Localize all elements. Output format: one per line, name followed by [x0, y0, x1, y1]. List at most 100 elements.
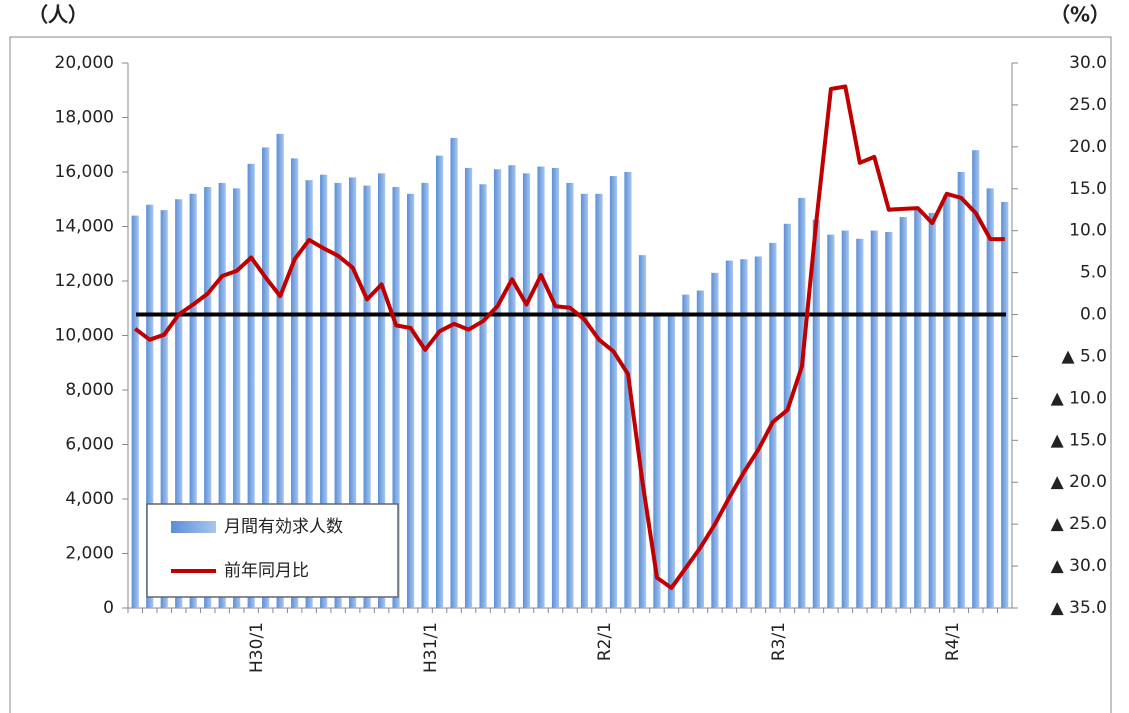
y-tick-label: 16,000 — [55, 162, 114, 182]
bar — [1001, 201, 1009, 608]
bar — [856, 238, 864, 608]
bar — [740, 259, 748, 608]
bar — [189, 193, 197, 609]
x-tick-label: R2/1 — [595, 622, 615, 661]
bar — [899, 216, 907, 608]
bar — [638, 255, 647, 609]
bar — [667, 313, 676, 608]
bar — [320, 174, 328, 608]
y-tick-label: 0 — [103, 598, 114, 618]
bar — [624, 172, 632, 608]
y2-tick-label: ▲ 20.0 — [1051, 472, 1107, 492]
bar — [972, 150, 980, 608]
y2-tick-label: 20.0 — [1069, 137, 1107, 157]
x-tick-label: H30/1 — [247, 622, 267, 673]
bar — [435, 155, 444, 608]
bar — [653, 315, 661, 608]
bar — [334, 182, 342, 608]
y2-tick-label: ▲ 35.0 — [1051, 598, 1107, 618]
bar — [392, 186, 400, 609]
bar — [986, 188, 994, 608]
bar — [493, 169, 502, 608]
x-tick-label: R3/1 — [769, 622, 789, 661]
legend-label: 前年同月比 — [224, 561, 309, 581]
bar — [783, 223, 791, 608]
y-tick-label: 10,000 — [55, 326, 114, 346]
bar — [682, 294, 690, 608]
bar — [609, 176, 618, 608]
y-tick-label: 18,000 — [55, 108, 114, 128]
y-tick-label: 14,000 — [55, 217, 114, 237]
bar — [233, 188, 241, 608]
bar — [218, 182, 226, 608]
y2-tick-label: ▲ 25.0 — [1051, 514, 1107, 534]
y2-tick-label: 0.0 — [1080, 305, 1107, 325]
bar — [885, 231, 893, 608]
bar — [537, 166, 545, 609]
y2-tick-label: 10.0 — [1069, 221, 1107, 241]
bar — [378, 173, 386, 609]
y2-tick-label: ▲ 30.0 — [1051, 556, 1107, 576]
y2-tick-label: 15.0 — [1069, 179, 1107, 199]
bar — [914, 210, 922, 608]
bar — [175, 199, 183, 608]
bar — [580, 193, 589, 609]
y2-unit: （%） — [1050, 3, 1110, 27]
bar — [406, 193, 415, 609]
bar — [696, 290, 705, 608]
bar — [508, 165, 516, 608]
bar — [725, 260, 734, 608]
bar — [479, 184, 487, 608]
y-unit: （人） — [28, 3, 88, 27]
bar — [827, 234, 835, 609]
bar — [276, 133, 284, 608]
bar — [146, 204, 154, 608]
bar — [131, 215, 139, 608]
bar — [595, 193, 603, 609]
y-tick-label: 20,000 — [55, 53, 114, 73]
bar — [566, 182, 574, 608]
bar — [247, 163, 255, 608]
bar — [363, 185, 371, 608]
bar — [160, 210, 168, 608]
bar — [291, 158, 299, 608]
bar — [870, 230, 878, 608]
bar — [421, 182, 429, 608]
bar — [711, 272, 719, 608]
y-tick-label: 8,000 — [65, 380, 114, 400]
bar — [349, 177, 357, 608]
bar — [841, 230, 849, 608]
bar — [464, 167, 473, 608]
y2-tick-label: 5.0 — [1080, 263, 1107, 283]
legend-box — [146, 503, 399, 598]
bar — [957, 172, 965, 608]
bar — [204, 186, 212, 609]
bar — [522, 173, 531, 609]
y2-tick-label: 25.0 — [1069, 95, 1107, 115]
y-tick-label: 6,000 — [65, 435, 114, 455]
legend-label: 月間有効求人数 — [224, 517, 343, 537]
x-tick-label: H31/1 — [421, 622, 441, 673]
bar — [305, 180, 313, 609]
bar — [262, 147, 270, 608]
y-tick-label: 12,000 — [55, 271, 114, 291]
y-tick-label: 2,000 — [65, 544, 114, 564]
bar — [928, 212, 936, 608]
y2-tick-label: ▲ 15.0 — [1051, 430, 1107, 450]
bar — [450, 137, 458, 608]
frame — [9, 36, 1112, 713]
bar — [798, 197, 806, 608]
line — [133, 84, 1005, 590]
y-tick-label: 4,000 — [65, 489, 114, 509]
x-tick-label: R4/1 — [943, 622, 963, 661]
y2-tick-label: 30.0 — [1069, 53, 1107, 73]
bar — [754, 256, 762, 608]
y2-tick-label: ▲ 5.0 — [1061, 346, 1107, 366]
y2-tick-label: ▲ 10.0 — [1051, 388, 1107, 408]
bar — [551, 167, 560, 608]
bar — [943, 195, 951, 608]
bar — [812, 219, 820, 608]
legend-swatch — [171, 521, 216, 533]
